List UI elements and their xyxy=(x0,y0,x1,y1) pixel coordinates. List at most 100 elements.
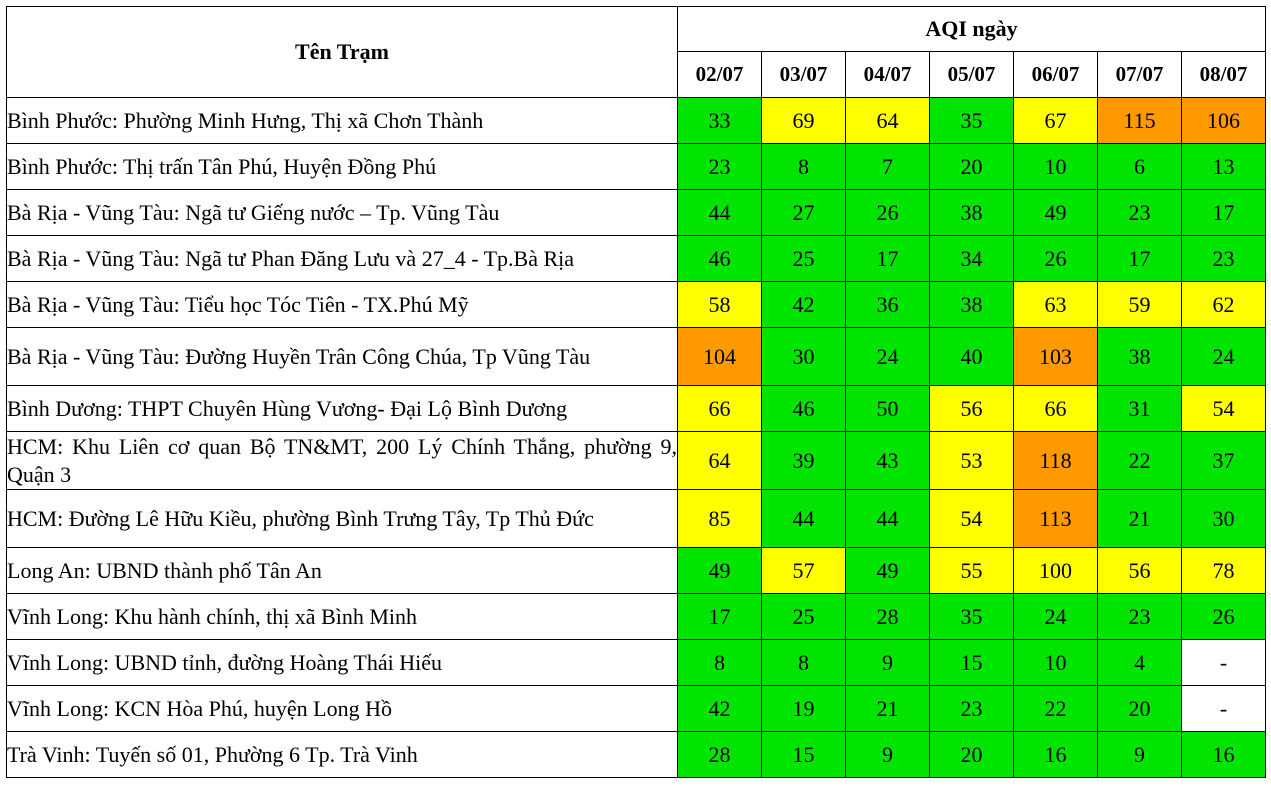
aqi-value-cell: 8 xyxy=(677,639,762,686)
aqi-value-cell: 44 xyxy=(761,489,846,548)
station-name-cell: HCM: Đường Lê Hữu Kiều, phường Bình Trưn… xyxy=(6,489,678,548)
aqi-value-cell: 26 xyxy=(1013,235,1098,282)
date-header: 04/07 xyxy=(845,51,930,98)
aqi-value-cell: 23 xyxy=(1097,593,1182,640)
table-body: Bình Phước: Phường Minh Hưng, Thị xã Chơ… xyxy=(6,97,1266,778)
aqi-value-cell: 66 xyxy=(677,385,762,432)
aqi-value-cell: 24 xyxy=(845,327,930,386)
aqi-value-cell: 15 xyxy=(929,639,1014,686)
aqi-value-cell: 23 xyxy=(929,685,1014,732)
aqi-value-cell: 40 xyxy=(929,327,1014,386)
aqi-value-cell: 58 xyxy=(677,281,762,328)
aqi-value-cell: 22 xyxy=(1097,431,1182,490)
aqi-value-cell: 17 xyxy=(845,235,930,282)
aqi-value-cell: 8 xyxy=(761,639,846,686)
table-row: Bà Rịa - Vũng Tàu: Ngã tư Giếng nước – T… xyxy=(6,189,1266,236)
aqi-value-cell: 39 xyxy=(761,431,846,490)
table-row: Vĩnh Long: Khu hành chính, thị xã Bình M… xyxy=(6,593,1266,640)
aqi-value-cell: 4 xyxy=(1097,639,1182,686)
aqi-value-cell: 22 xyxy=(1013,685,1098,732)
station-name-cell: Bình Phước: Thị trấn Tân Phú, Huyện Đồng… xyxy=(6,143,678,190)
station-name-cell: Vĩnh Long: KCN Hòa Phú, huyện Long Hồ xyxy=(6,685,678,732)
aqi-value-cell: 49 xyxy=(1013,189,1098,236)
aqi-value-cell: 23 xyxy=(677,143,762,190)
aqi-value-cell: 54 xyxy=(929,489,1014,548)
aqi-value-cell: 8 xyxy=(761,143,846,190)
aqi-value-cell: 44 xyxy=(845,489,930,548)
table-row: Bà Rịa - Vũng Tàu: Tiểu học Tóc Tiên - T… xyxy=(6,281,1266,328)
aqi-value-cell: 43 xyxy=(845,431,930,490)
station-column-header: Tên Trạm xyxy=(6,6,678,98)
aqi-value-cell: 15 xyxy=(761,731,846,778)
aqi-value-cell: 25 xyxy=(761,235,846,282)
table-header: Tên Trạm AQI ngày 02/07 03/07 04/07 05/0… xyxy=(6,6,1266,98)
aqi-value-cell: 59 xyxy=(1097,281,1182,328)
aqi-value-cell: 33 xyxy=(677,97,762,144)
aqi-value-cell: 118 xyxy=(1013,431,1098,490)
aqi-value-cell: 20 xyxy=(1097,685,1182,732)
station-name-cell: Bà Rịa - Vũng Tàu: Tiểu học Tóc Tiên - T… xyxy=(6,281,678,328)
aqi-value-cell: 21 xyxy=(1097,489,1182,548)
aqi-value-cell: 9 xyxy=(845,639,930,686)
aqi-value-cell: 25 xyxy=(761,593,846,640)
table-row: HCM: Đường Lê Hữu Kiều, phường Bình Trưn… xyxy=(6,489,1266,548)
aqi-value-cell: 24 xyxy=(1013,593,1098,640)
table-row: Bà Rịa - Vũng Tàu: Đường Huyền Trân Công… xyxy=(6,327,1266,386)
aqi-value-cell: 9 xyxy=(845,731,930,778)
table-row: Bà Rịa - Vũng Tàu: Ngã tư Phan Đăng Lưu … xyxy=(6,235,1266,282)
table-row: Long An: UBND thành phố Tân An 49 57 49 55 10… xyxy=(6,547,1266,594)
aqi-value-cell: 113 xyxy=(1013,489,1098,548)
aqi-value-cell: 26 xyxy=(845,189,930,236)
aqi-value-cell: 46 xyxy=(761,385,846,432)
aqi-value-cell: 69 xyxy=(761,97,846,144)
aqi-value-cell: 49 xyxy=(845,547,930,594)
aqi-value-cell: 78 xyxy=(1181,547,1266,594)
aqi-value-cell: 27 xyxy=(761,189,846,236)
aqi-value-cell: 17 xyxy=(1181,189,1266,236)
station-name-cell: Bình Dương: THPT Chuyên Hùng Vương- Đại … xyxy=(6,385,678,432)
table-row: HCM: Khu Liên cơ quan Bộ TN&MT, 200 Lý C… xyxy=(6,431,1266,490)
aqi-value-cell: 35 xyxy=(929,97,1014,144)
aqi-value-cell: 26 xyxy=(1181,593,1266,640)
station-name-cell: HCM: Khu Liên cơ quan Bộ TN&MT, 200 Lý C… xyxy=(6,431,678,490)
aqi-value-cell: 115 xyxy=(1097,97,1182,144)
aqi-value-cell: 16 xyxy=(1181,731,1266,778)
aqi-value-cell: 37 xyxy=(1181,431,1266,490)
table-row: Bình Phước: Thị trấn Tân Phú, Huyện Đồng… xyxy=(6,143,1266,190)
aqi-value-cell: 34 xyxy=(929,235,1014,282)
aqi-value-cell: 13 xyxy=(1181,143,1266,190)
aqi-value-cell: 49 xyxy=(677,547,762,594)
aqi-value-cell: 17 xyxy=(1097,235,1182,282)
aqi-value-cell: 103 xyxy=(1013,327,1098,386)
aqi-value-cell: 57 xyxy=(761,547,846,594)
aqi-value-cell: 28 xyxy=(845,593,930,640)
aqi-value-cell: 21 xyxy=(845,685,930,732)
aqi-value-cell: 17 xyxy=(677,593,762,640)
station-name-cell: Bà Rịa - Vũng Tàu: Ngã tư Phan Đăng Lưu … xyxy=(6,235,678,282)
station-name-cell: Vĩnh Long: UBND tỉnh, đường Hoàng Thái H… xyxy=(6,639,678,686)
aqi-value-cell: 54 xyxy=(1181,385,1266,432)
aqi-value-cell: 35 xyxy=(929,593,1014,640)
aqi-value-cell: 7 xyxy=(845,143,930,190)
aqi-value-cell: 10 xyxy=(1013,143,1098,190)
aqi-value-cell: 53 xyxy=(929,431,1014,490)
aqi-value-cell: 56 xyxy=(1097,547,1182,594)
table-row: Trà Vinh: Tuyến số 01, Phường 6 Tp. Trà … xyxy=(6,731,1266,778)
aqi-value-cell: 100 xyxy=(1013,547,1098,594)
date-header: 06/07 xyxy=(1013,51,1098,98)
aqi-value-cell: 9 xyxy=(1097,731,1182,778)
station-name-cell: Bình Phước: Phường Minh Hưng, Thị xã Chơ… xyxy=(6,97,678,144)
aqi-value-cell: 23 xyxy=(1181,235,1266,282)
aqi-table: Tên Trạm AQI ngày 02/07 03/07 04/07 05/0… xyxy=(6,6,1266,778)
aqi-value-cell: 30 xyxy=(761,327,846,386)
aqi-value-cell: 28 xyxy=(677,731,762,778)
date-header: 07/07 xyxy=(1097,51,1182,98)
aqi-value-cell: 62 xyxy=(1181,281,1266,328)
aqi-value-cell: - xyxy=(1181,685,1266,732)
aqi-value-cell: 19 xyxy=(761,685,846,732)
daily-aqi-header: AQI ngày xyxy=(677,6,1266,52)
aqi-value-cell: 55 xyxy=(929,547,1014,594)
station-name-cell: Trà Vinh: Tuyến số 01, Phường 6 Tp. Trà … xyxy=(6,731,678,778)
aqi-value-cell: 36 xyxy=(845,281,930,328)
date-header: 02/07 xyxy=(677,51,762,98)
